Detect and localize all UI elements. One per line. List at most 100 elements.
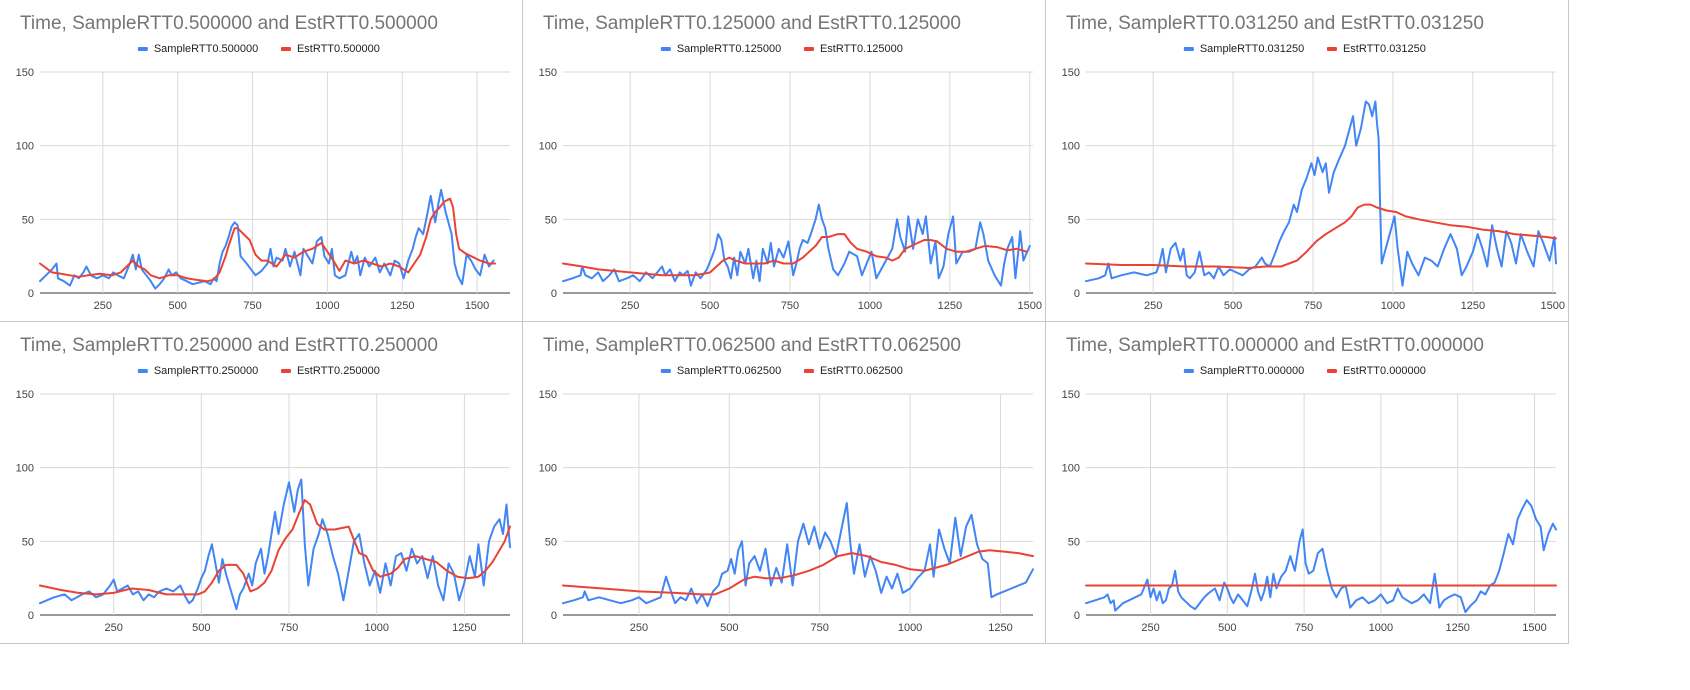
legend: SampleRTT0.500000 EstRTT0.500000 — [137, 43, 380, 55]
chart-title: Time, SampleRTT0.062500 and EstRTT0.0625… — [543, 335, 961, 356]
legend: SampleRTT0.062500 EstRTT0.062500 — [660, 365, 903, 377]
chart-svg: 0 50 100 150 250 500 750 1000 1250 1500 SampleRTT0… — [1062, 43, 1565, 312]
chart-panel: Time, SampleRTT0.031250 and EstRTT0.0312… — [1046, 0, 1569, 322]
legend-label: EstRTT0.062500 — [820, 365, 903, 377]
legend: SampleRTT0.250000 EstRTT0.250000 — [137, 365, 380, 377]
y-tick-label: 50 — [1068, 214, 1080, 226]
x-tick-label: 250 — [630, 622, 648, 634]
y-tick-label: 50 — [22, 536, 34, 548]
series-line — [1085, 499, 1557, 614]
y-tick-label: 0 — [1074, 288, 1080, 300]
legend-swatch — [803, 369, 814, 373]
x-tick-label: 250 — [621, 300, 639, 312]
x-tick-label: 500 — [192, 622, 210, 634]
y-tick-label: 0 — [28, 288, 34, 300]
y-tick-label: 0 — [28, 610, 34, 622]
legend-swatch — [1326, 369, 1337, 373]
y-tick-label: 150 — [1062, 389, 1080, 401]
series-line — [562, 203, 1031, 287]
y-tick-label: 50 — [22, 214, 34, 226]
x-tick-label: 750 — [781, 300, 799, 312]
series-line — [562, 502, 1034, 608]
legend-label: SampleRTT0.000000 — [1200, 365, 1304, 377]
legend-label: SampleRTT0.125000 — [677, 43, 781, 55]
y-tick-label: 150 — [1062, 67, 1080, 79]
chart-title: Time, SampleRTT0.125000 and EstRTT0.1250… — [543, 13, 961, 34]
x-tick-label: 250 — [104, 622, 122, 634]
chart-panel: Time, SampleRTT0.500000 and EstRTT0.5000… — [0, 0, 523, 322]
legend-swatch — [1183, 47, 1194, 51]
x-tick-label: 1500 — [1541, 300, 1565, 312]
series-line — [562, 233, 1028, 277]
legend-label: EstRTT0.250000 — [297, 365, 380, 377]
x-tick-label: 750 — [1304, 300, 1322, 312]
y-tick-label: 0 — [1074, 610, 1080, 622]
x-tick-label: 1250 — [988, 622, 1012, 634]
legend-label: SampleRTT0.250000 — [154, 365, 258, 377]
y-tick-label: 100 — [1062, 141, 1080, 153]
legend: SampleRTT0.031250 EstRTT0.031250 — [1183, 43, 1426, 55]
x-tick-label: 250 — [94, 300, 112, 312]
chart-title: Time, SampleRTT0.000000 and EstRTT0.0000… — [1066, 335, 1484, 356]
y-tick-label: 0 — [551, 610, 557, 622]
x-tick-label: 1250 — [1461, 300, 1485, 312]
legend-swatch — [660, 47, 671, 51]
x-tick-label: 500 — [1218, 622, 1236, 634]
x-tick-label: 750 — [243, 300, 261, 312]
x-tick-label: 1250 — [1445, 622, 1469, 634]
legend-swatch — [137, 369, 148, 373]
chart-svg: 0 50 100 150 250 500 750 1000 1250 1500 SampleRTT0… — [16, 43, 510, 312]
y-tick-label: 0 — [551, 288, 557, 300]
chart-panel: Time, SampleRTT0.125000 and EstRTT0.1250… — [523, 0, 1046, 322]
series-line — [39, 188, 495, 290]
y-tick-label: 100 — [539, 463, 557, 475]
legend-label: EstRTT0.500000 — [297, 43, 380, 55]
x-tick-label: 500 — [1224, 300, 1242, 312]
y-tick-label: 150 — [16, 389, 34, 401]
legend-label: EstRTT0.000000 — [1343, 365, 1426, 377]
chart-svg: 0 50 100 150 250 500 750 1000 1250 1500 SampleRTT0… — [539, 43, 1042, 312]
y-tick-label: 50 — [545, 536, 557, 548]
x-tick-label: 1000 — [858, 300, 882, 312]
y-tick-label: 50 — [545, 214, 557, 226]
x-tick-label: 1000 — [898, 622, 922, 634]
x-tick-label: 250 — [1141, 622, 1159, 634]
legend-label: SampleRTT0.062500 — [677, 365, 781, 377]
y-tick-label: 100 — [539, 141, 557, 153]
series-line — [39, 197, 496, 283]
legend-label: SampleRTT0.031250 — [1200, 43, 1304, 55]
chart-title: Time, SampleRTT0.250000 and EstRTT0.2500… — [20, 335, 438, 356]
legend-swatch — [803, 47, 814, 51]
legend-swatch — [660, 369, 671, 373]
x-tick-label: 750 — [811, 622, 829, 634]
legend-swatch — [1183, 369, 1194, 373]
x-tick-label: 1000 — [364, 622, 388, 634]
legend-swatch — [280, 369, 291, 373]
y-tick-label: 150 — [539, 389, 557, 401]
legend-label: EstRTT0.125000 — [820, 43, 903, 55]
legend-swatch — [1326, 47, 1337, 51]
x-tick-label: 500 — [701, 300, 719, 312]
legend-label: SampleRTT0.500000 — [154, 43, 258, 55]
chart-svg: 0 50 100 150 250 500 750 1000 1250 1500 SampleRTT0… — [1062, 365, 1557, 634]
legend: SampleRTT0.000000 EstRTT0.000000 — [1183, 365, 1426, 377]
x-tick-label: 1500 — [1522, 622, 1546, 634]
y-tick-label: 100 — [16, 463, 34, 475]
chart-panel: Time, SampleRTT0.062500 and EstRTT0.0625… — [523, 322, 1046, 644]
legend: SampleRTT0.125000 EstRTT0.125000 — [660, 43, 903, 55]
x-tick-label: 250 — [1144, 300, 1162, 312]
y-tick-label: 150 — [539, 67, 557, 79]
x-tick-label: 1000 — [315, 300, 339, 312]
series-line — [562, 549, 1034, 596]
x-tick-label: 500 — [169, 300, 187, 312]
x-tick-label: 1500 — [1018, 300, 1042, 312]
x-tick-label: 1250 — [938, 300, 962, 312]
x-tick-label: 750 — [1295, 622, 1313, 634]
x-tick-label: 1500 — [465, 300, 489, 312]
x-tick-label: 1000 — [1381, 300, 1405, 312]
chart-title: Time, SampleRTT0.031250 and EstRTT0.0312… — [1066, 13, 1484, 34]
legend-swatch — [137, 47, 148, 51]
chart-title: Time, SampleRTT0.500000 and EstRTT0.5000… — [20, 13, 438, 34]
x-tick-label: 1250 — [452, 622, 476, 634]
